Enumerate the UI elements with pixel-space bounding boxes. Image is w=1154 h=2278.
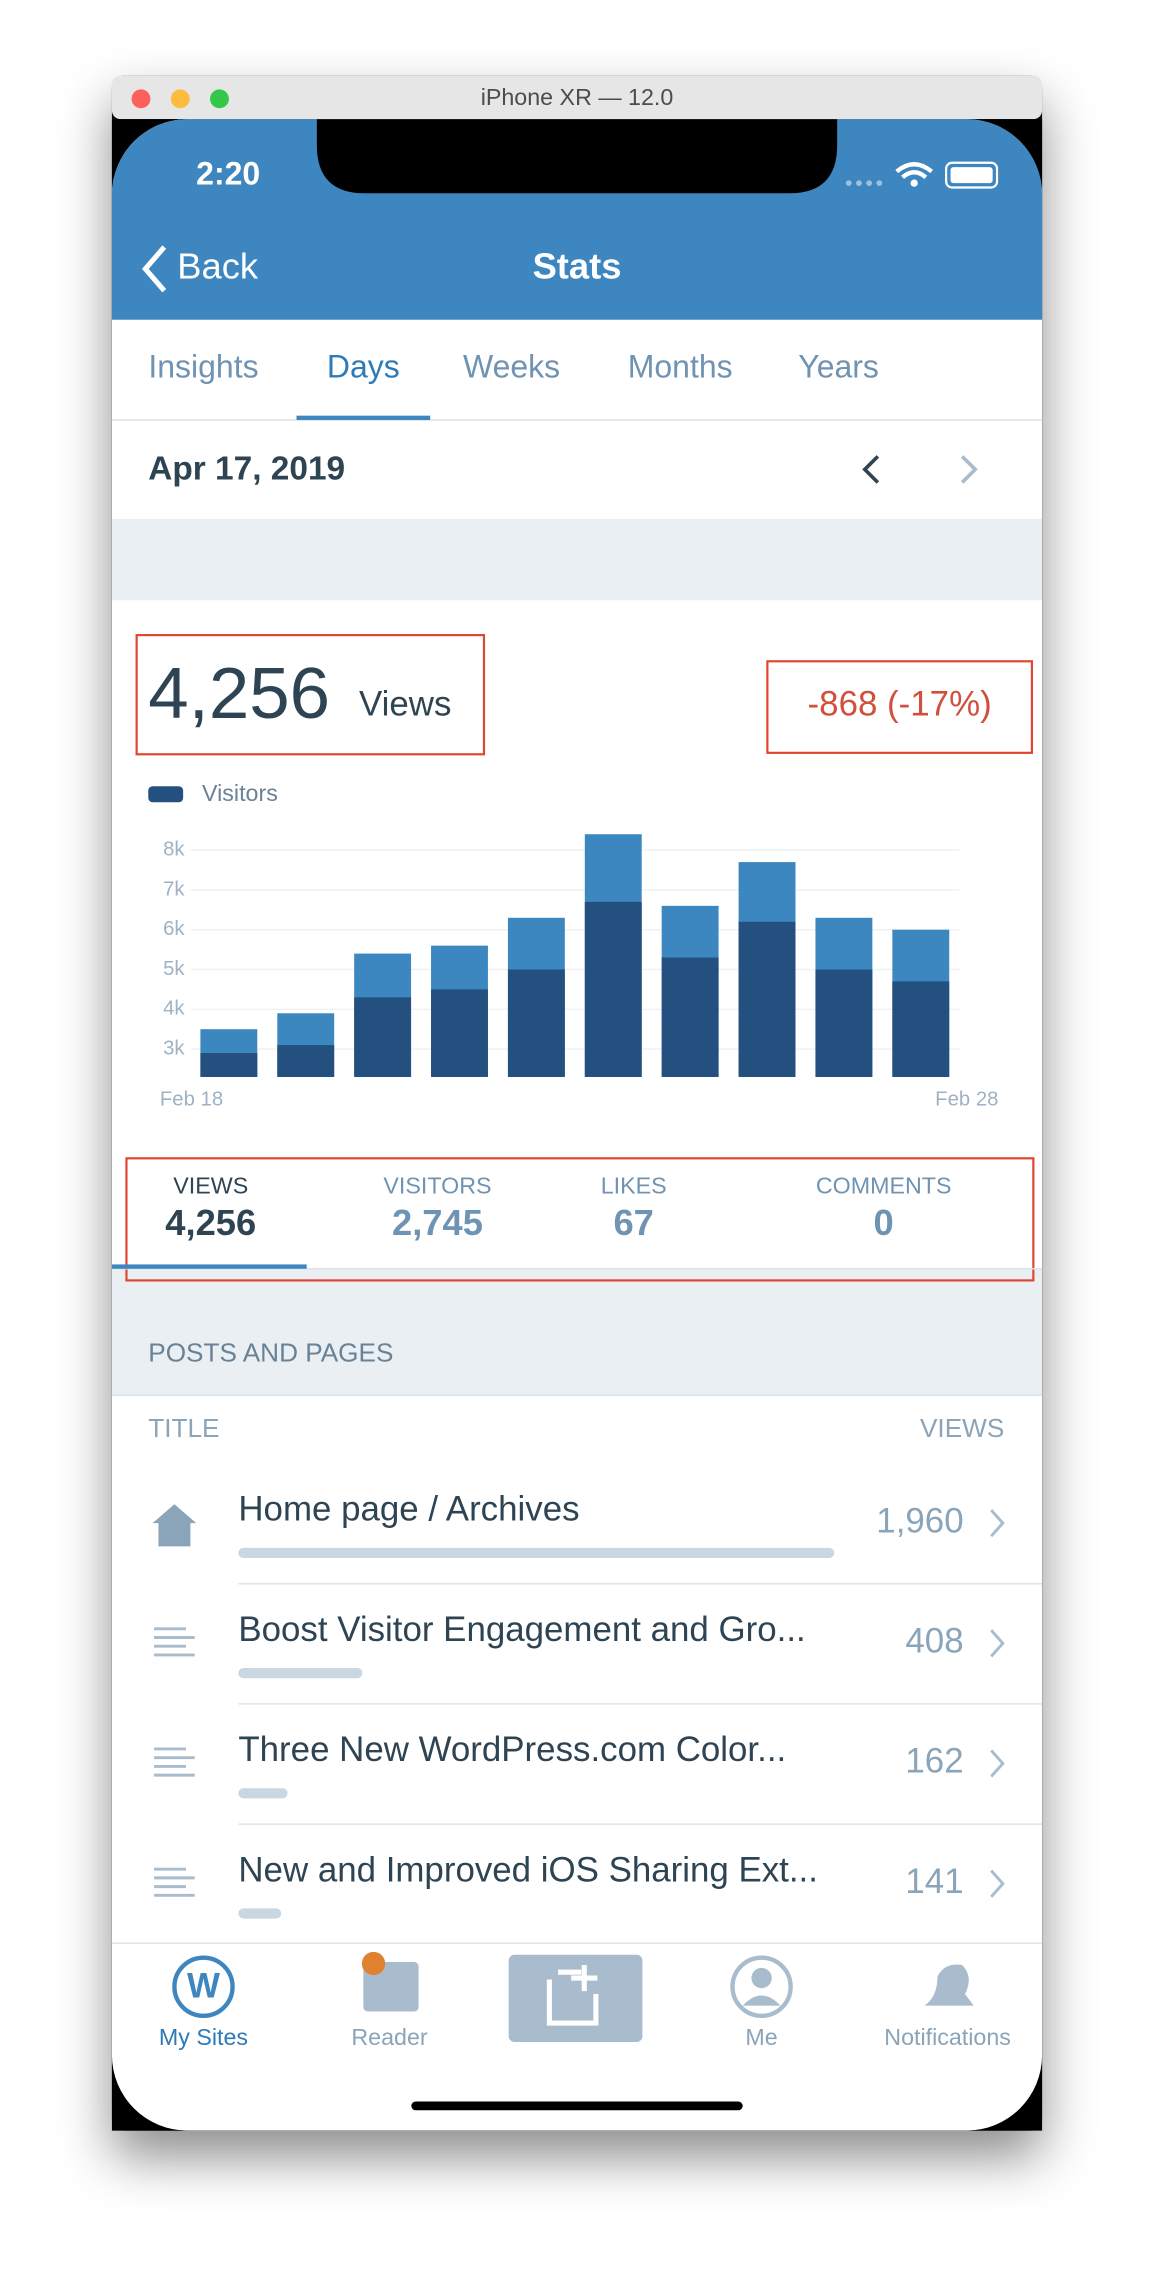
post-views: 162 <box>905 1742 963 1781</box>
bar <box>200 1053 258 1077</box>
active-tab-underline <box>296 415 431 421</box>
next-date[interactable] <box>960 455 978 484</box>
tab-label[interactable]: Me <box>745 2024 777 2050</box>
tab-label[interactable]: Notifications <box>884 2024 1011 2050</box>
stat-value[interactable]: 0 <box>874 1202 894 1243</box>
notifications-icon[interactable] <box>924 1964 974 2006</box>
my-sites-icon[interactable] <box>172 1955 235 2018</box>
post-title[interactable]: Boost Visitor Engagement and Gro... <box>238 1610 805 1649</box>
period-tab[interactable]: Weeks <box>463 349 560 385</box>
bar <box>431 989 488 1077</box>
close-button[interactable] <box>131 89 151 109</box>
views-bar <box>238 1547 835 1559</box>
nav-title: Stats <box>533 245 622 286</box>
home-indicator <box>411 2101 743 2111</box>
window-titlebar <box>111 75 1043 120</box>
column-header: TITLE <box>148 1413 219 1443</box>
post-title[interactable]: Three New WordPress.com Color... <box>238 1730 786 1769</box>
stat-label[interactable]: LIKES <box>601 1173 667 1199</box>
date: Apr 17, 2019 <box>148 451 345 488</box>
prev-date[interactable] <box>862 455 880 484</box>
highlight-boxes <box>125 634 1035 1282</box>
gap-band <box>111 518 1043 601</box>
stat-value[interactable]: 2,745 <box>392 1202 483 1243</box>
stat-label[interactable]: COMMENTS <box>816 1173 952 1199</box>
back-button[interactable]: Back <box>177 245 259 286</box>
bar <box>354 997 412 1077</box>
stat-value[interactable]: 4,256 <box>165 1202 256 1243</box>
stat-value[interactable]: 67 <box>613 1202 653 1243</box>
x-tick-label: Feb 28 <box>935 1089 998 1111</box>
row-chevron <box>990 1629 1005 1658</box>
views-bar <box>238 1788 288 1799</box>
bar <box>507 969 565 1077</box>
bar <box>738 921 796 1077</box>
column-header: VIEWS <box>920 1413 1004 1443</box>
tab-label[interactable]: My Sites <box>159 2024 248 2050</box>
post-views: 141 <box>905 1862 963 1901</box>
screen <box>111 119 1043 2131</box>
bar <box>277 1045 335 1077</box>
legend-swatch <box>148 786 184 803</box>
back-chevron[interactable] <box>141 245 167 293</box>
active-stat-underline <box>111 1264 307 1269</box>
wifi-icon <box>895 162 934 180</box>
row-chevron <box>990 1869 1005 1898</box>
legend-label: Visitors <box>202 780 278 806</box>
status-time: 2:20 <box>196 155 260 191</box>
x-tick-label: Feb 18 <box>160 1089 223 1111</box>
signal-icon <box>845 180 883 187</box>
section-band <box>111 1268 1043 1396</box>
y-tick-label: 6k <box>163 918 185 940</box>
row-chevron <box>990 1509 1005 1538</box>
svg-text:W: W <box>187 1966 220 2005</box>
y-tick-label: 5k <box>163 958 185 980</box>
views-bar <box>238 1908 282 1919</box>
screen-bg <box>111 119 1043 2131</box>
row-chevron <box>990 1749 1005 1778</box>
bar <box>815 969 873 1077</box>
post-title[interactable]: Home page / Archives <box>238 1490 579 1529</box>
post-title[interactable]: New and Improved iOS Sharing Ext... <box>238 1850 818 1889</box>
y-tick-label: 4k <box>163 998 185 1020</box>
window-title: iPhone XR — 12.0 <box>481 84 674 110</box>
post-views: 408 <box>905 1622 963 1661</box>
summary-label: Views <box>359 685 451 724</box>
period-tab[interactable]: Insights <box>148 349 258 385</box>
me-icon[interactable] <box>730 1955 793 2018</box>
summary-value: 4,256 <box>148 653 330 734</box>
zoom-button[interactable] <box>210 89 229 109</box>
period-tab[interactable]: Days <box>327 349 400 385</box>
notch <box>316 119 838 194</box>
stat-label[interactable]: VIEWS <box>173 1173 248 1199</box>
post-views: 1,960 <box>876 1501 963 1540</box>
battery-icon <box>945 161 999 189</box>
y-tick-label: 7k <box>163 878 185 900</box>
new-post-button[interactable] <box>508 1954 643 2042</box>
bar <box>661 957 719 1077</box>
stat-label[interactable]: VISITORS <box>383 1173 491 1199</box>
section-title: POSTS AND PAGES <box>148 1337 393 1367</box>
minimize-button[interactable] <box>170 89 190 109</box>
y-tick-label: 8k <box>163 839 185 861</box>
period-tab[interactable]: Years <box>798 349 879 385</box>
summary-change: -868 (-17%) <box>808 685 992 724</box>
y-tick-label: 3k <box>163 1037 185 1059</box>
home-icon <box>152 1504 197 1547</box>
views-bar <box>238 1668 363 1679</box>
bar <box>892 981 950 1077</box>
bar <box>584 901 642 1077</box>
tab-label[interactable]: Reader <box>351 2024 428 2050</box>
period-tab[interactable]: Months <box>628 349 733 385</box>
